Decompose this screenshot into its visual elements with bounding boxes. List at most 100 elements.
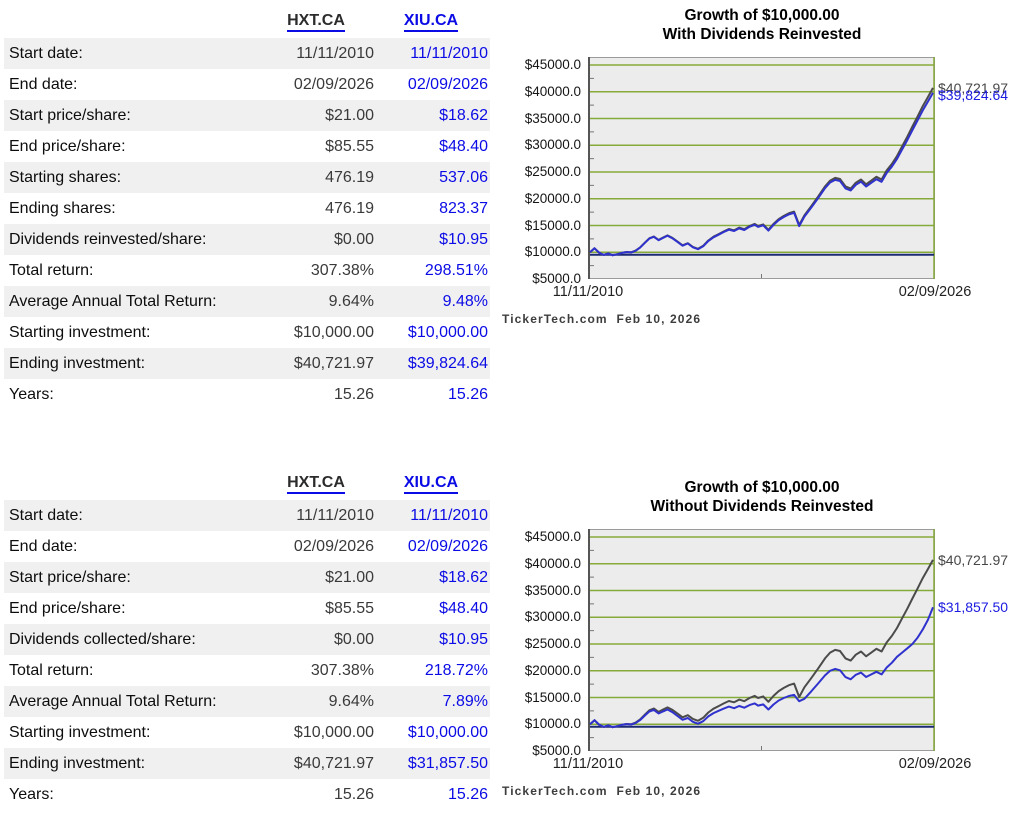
row-label: Starting shares:: [9, 168, 122, 186]
row-label: Years:: [9, 785, 54, 803]
y-tick-label: $15000.0: [524, 217, 581, 233]
table-row: Ending investment: $40,721.97 $39,824.64: [4, 348, 490, 379]
series-line-xiu-ca: [589, 92, 934, 257]
row-label: Ending investment:: [9, 754, 146, 772]
row-label: Starting investment:: [9, 723, 151, 741]
hxt-value: 15.26: [333, 385, 374, 403]
y-tick-label: $10000.0: [524, 244, 581, 260]
row-label: Start date:: [9, 44, 83, 62]
x-axis-tick-start-date: 11/11/2010: [552, 284, 624, 300]
hxt-value: $40,721.97: [293, 754, 374, 772]
y-tick-label: $45000.0: [524, 529, 581, 544]
table-row: Dividends collected/share: $0.00 $10.95: [4, 624, 490, 655]
table-body: Start date: 11/11/2010 11/11/2010 End date:…: [4, 500, 490, 810]
table-row: Dividends reinvested/share: $0.00 $10.95: [4, 224, 490, 255]
xiu-value: $10.95: [439, 630, 488, 648]
y-tick-label: $25000.0: [524, 636, 581, 651]
y-tick-label: $30000.0: [524, 609, 581, 625]
xiu-value: 9.48%: [442, 292, 488, 310]
row-label: Ending investment:: [9, 354, 146, 372]
table-row: Ending shares: 476.19 823.37: [4, 193, 490, 224]
y-tick-label: $40000.0: [524, 555, 581, 571]
hxt-value: $40,721.97: [293, 354, 374, 372]
table-row: Starting investment: $10,000.00 $10,000.00: [4, 717, 490, 748]
xiu-value: $18.62: [439, 568, 488, 586]
y-axis-labels: $45000.0 $40000.0 $35000.0 $30000.0 $25000.0…: [500, 57, 584, 286]
xiu-value: $10,000.00: [407, 723, 488, 741]
xiu-value: $48.40: [439, 599, 488, 617]
y-tick-label: $5000.0: [532, 743, 581, 758]
row-label: Start price/share:: [9, 568, 131, 586]
chart-title: Growth of $10,000.00: [684, 7, 840, 24]
hxt-ticker-link[interactable]: HXT.CA: [287, 474, 345, 494]
xiu-value: 218.72%: [424, 661, 488, 679]
hxt-value: 15.26: [333, 785, 374, 803]
hxt-value: $85.55: [325, 599, 374, 617]
hxt-value: $0.00: [333, 230, 374, 248]
row-label: End price/share:: [9, 137, 126, 155]
table-row: Start price/share: $21.00 $18.62: [4, 562, 490, 593]
y-tick-label: $35000.0: [524, 110, 581, 126]
row-label: End price/share:: [9, 599, 126, 617]
hxt-value: $0.00: [333, 630, 374, 648]
xiu-value: $18.62: [439, 106, 488, 124]
xiu-value: 02/09/2026: [407, 537, 488, 555]
xiu-value: 15.26: [447, 785, 488, 803]
table-row: End date: 02/09/2026 02/09/2026: [4, 531, 490, 562]
y-tick-label: $45000.0: [524, 57, 581, 72]
hxt-value: $21.00: [325, 106, 374, 124]
column-header-xiu: XIU.CA: [372, 474, 490, 494]
row-label: Start price/share:: [9, 106, 131, 124]
comparison-table-without-dividends: HXT.CA XIU.CA Start date: 11/11/2010 11/11…: [4, 468, 490, 810]
line-plot-without-dividends: [588, 529, 935, 751]
xiu-value: 7.89%: [442, 692, 488, 710]
hxt-value: $85.55: [325, 137, 374, 155]
hxt-value: $10,000.00: [293, 723, 374, 741]
y-axis-labels: $45000.0 $40000.0 $35000.0 $30000.0 $25000.0…: [500, 529, 584, 758]
chart-subtitle: Without Dividends Reinvested: [650, 498, 874, 515]
comparison-table-with-dividends: HXT.CA XIU.CA Start date: 11/11/2010 11/11…: [4, 6, 490, 410]
row-label: Years:: [9, 385, 54, 403]
table-row: Years: 15.26 15.26: [4, 379, 490, 410]
column-header-hxt: HXT.CA: [260, 12, 372, 32]
table-row: Start date: 11/11/2010 11/11/2010: [4, 500, 490, 531]
xiu-value: 02/09/2026: [407, 75, 488, 93]
growth-chart-without-dividends: Growth of $10,000.00 Without Dividends R…: [500, 478, 1024, 818]
xiu-value: $39,824.64: [407, 354, 488, 372]
hxt-value: 476.19: [325, 199, 374, 217]
table-row: Starting investment: $10,000.00 $10,000.00: [4, 317, 490, 348]
hxt-ticker-link[interactable]: HXT.CA: [287, 12, 345, 32]
xiu-value: $48.40: [439, 137, 488, 155]
row-label: Dividends reinvested/share:: [9, 230, 207, 248]
row-label: Average Annual Total Return:: [9, 692, 217, 710]
chart-source-caption: TickerTech.com Feb 10, 2026: [502, 312, 702, 326]
hxt-value: 476.19: [325, 168, 374, 186]
y-tick-label: $15000.0: [524, 689, 581, 705]
hxt-value: 307.38%: [310, 661, 374, 679]
xiu-value: $31,857.50: [407, 754, 488, 772]
xiu-ticker-link[interactable]: XIU.CA: [403, 12, 459, 32]
xiu-ticker-link[interactable]: XIU.CA: [403, 474, 459, 494]
table-row: Average Annual Total Return: 9.64% 7.89%: [4, 686, 490, 717]
table-row: Total return: 307.38% 218.72%: [4, 655, 490, 686]
xiu-value: $10,000.00: [407, 323, 488, 341]
series-end-label: $40,721.97: [938, 551, 1009, 568]
row-label: Dividends collected/share:: [9, 630, 196, 648]
table-row: End price/share: $85.55 $48.40: [4, 593, 490, 624]
xiu-value: 11/11/2010: [410, 44, 488, 62]
row-label: Total return:: [9, 261, 94, 279]
table-row: Starting shares: 476.19 537.06: [4, 162, 490, 193]
xiu-value: 298.51%: [424, 261, 488, 279]
chart-subtitle: With Dividends Reinvested: [662, 26, 862, 43]
hxt-value: 9.64%: [328, 692, 374, 710]
hxt-value: 02/09/2026: [293, 537, 374, 555]
hxt-value: 02/09/2026: [293, 75, 374, 93]
series-end-value-labels: $40,721.97 $31,857.50: [938, 529, 1024, 751]
row-label: Starting investment:: [9, 323, 151, 341]
row-label: End date:: [9, 75, 78, 93]
x-axis-tick-end-date: 02/09/2026: [898, 284, 972, 300]
chart-title: Growth of $10,000.00: [684, 479, 840, 496]
growth-chart-with-dividends: Growth of $10,000.00 With Dividends Rein…: [500, 6, 1024, 346]
table-header-row: HXT.CA XIU.CA: [4, 468, 490, 500]
table-row: Start date: 11/11/2010 11/11/2010: [4, 38, 490, 69]
